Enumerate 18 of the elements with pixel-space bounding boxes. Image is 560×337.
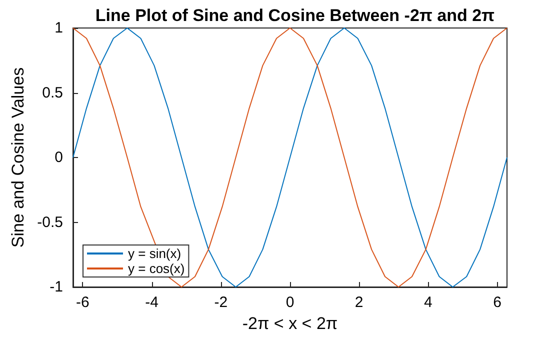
- legend-label: y = cos(x): [128, 261, 185, 276]
- y-tick-label: -0.5: [37, 214, 63, 231]
- y-axis-title: Sine and Cosine Values: [8, 67, 28, 248]
- y-tick-label: -1: [50, 278, 63, 296]
- x-tick-label: -2: [214, 294, 228, 311]
- x-axis-title: -2π < x < 2π: [242, 314, 338, 333]
- x-tick-label: 2: [354, 294, 364, 311]
- y-tick-label: 0: [54, 149, 63, 166]
- legend-label: y = sin(x): [128, 246, 182, 261]
- chart-title: Line Plot of Sine and Cosine Between -2π and 2π: [95, 6, 495, 25]
- x-tick-label: -4: [145, 294, 158, 311]
- x-tick-label: 4: [424, 294, 432, 311]
- y-tick-label: 1: [54, 20, 63, 36]
- line-series: [72, 28, 508, 288]
- y-tick-label: 0.5: [42, 84, 63, 102]
- x-tick-label: 6: [493, 294, 502, 311]
- x-tick-label: 0: [286, 294, 294, 311]
- x-tick-label: -6: [76, 294, 90, 311]
